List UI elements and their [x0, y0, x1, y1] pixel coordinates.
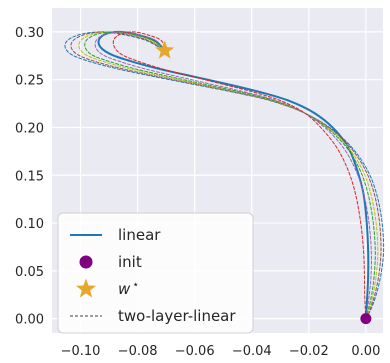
x-tick-label: −0.04: [232, 344, 272, 359]
w-star-marker: [155, 40, 175, 59]
x-tick-label: −0.02: [289, 344, 329, 359]
y-tick-label: 0.00: [15, 313, 44, 328]
two-layer-linear-line: [70, 31, 382, 320]
legend: linear init w ⋆ two-layer-linear: [57, 212, 254, 334]
x-tick-label: −0.08: [118, 344, 158, 359]
x-tick-label: −0.10: [61, 344, 101, 359]
y-tick-label: 0.05: [15, 265, 44, 280]
two-layer-linear-line: [94, 31, 372, 320]
legend-box: [57, 212, 254, 334]
y-tick-label: 0.25: [15, 74, 44, 89]
x-tick-label: −0.06: [175, 344, 215, 359]
legend-label: w ⋆: [118, 278, 139, 298]
y-tick-label: 0.30: [15, 26, 44, 41]
linear-line: [97, 30, 370, 320]
x-tick-label: 0.00: [351, 344, 380, 359]
legend-label: linear: [118, 226, 161, 244]
y-axis-ticks: 0.00 0.05 0.10 0.15 0.20 0.25 0.30: [15, 26, 44, 328]
legend-w-star-swatch: [76, 278, 96, 298]
marker-group: [155, 40, 372, 325]
init-marker: [360, 313, 372, 325]
two-layer-linear-line: [84, 31, 376, 320]
y-tick-label: 0.10: [15, 217, 44, 232]
y-tick-label: 0.15: [15, 169, 44, 184]
series-group: [64, 30, 385, 320]
legend-label-main: w: [118, 280, 131, 298]
legend-init-swatch: [79, 255, 93, 269]
two-layer-linear-line: [78, 31, 379, 320]
x-axis-ticks: −0.10 −0.08 −0.06 −0.04 −0.02 0.00: [61, 344, 381, 359]
legend-label: two-layer-linear: [118, 307, 236, 325]
legend-label-superscript: ⋆: [132, 278, 139, 291]
two-layer-linear-line: [112, 31, 367, 320]
legend-label: init: [118, 253, 142, 271]
y-tick-label: 0.20: [15, 121, 44, 136]
